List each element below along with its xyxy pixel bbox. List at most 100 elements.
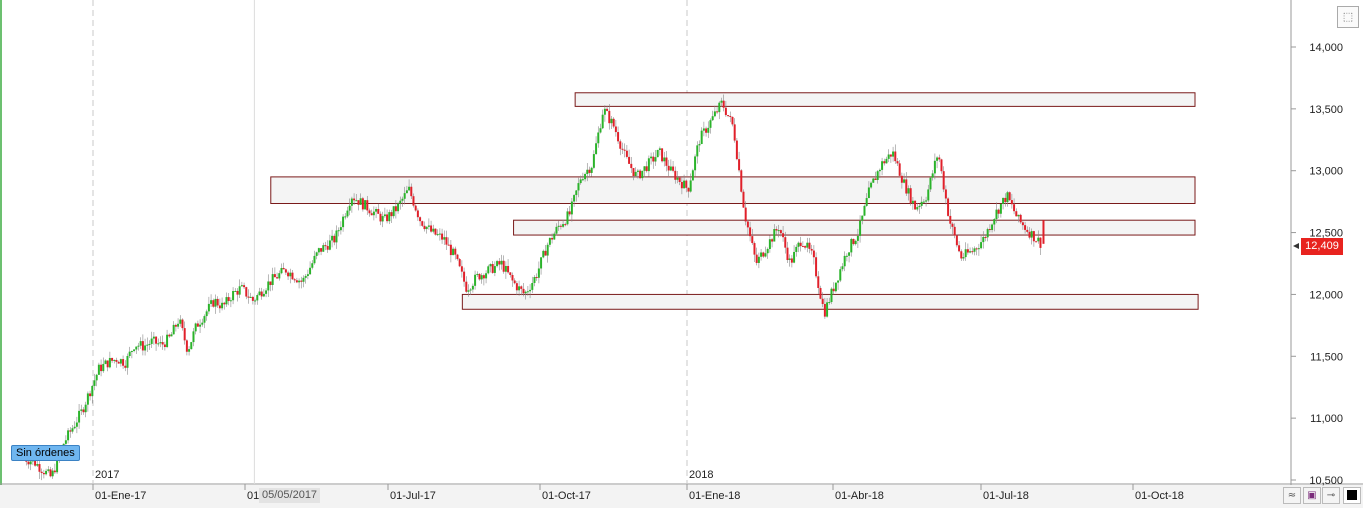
candle-447 [1006,190,1009,207]
candle-body [801,246,804,248]
candle-68 [172,321,175,335]
candle-28 [84,401,87,418]
candle-body [610,118,613,124]
candle-173 [403,186,406,205]
candle-432 [973,246,976,256]
candle-317 [720,97,723,107]
candle-456 [1026,226,1029,234]
candle-64 [163,341,166,351]
candle-434 [977,243,980,256]
candle-body [487,266,490,274]
candle-327 [742,189,745,209]
zoom-reset-icon[interactable]: ⬚ [1337,6,1359,28]
candle-36 [102,357,105,373]
candle-109 [262,289,265,298]
candle-357 [808,237,811,254]
candle-body [232,291,235,301]
candle-95 [232,287,235,305]
candle-body [179,319,182,324]
candle-body [837,280,840,283]
candle-207 [478,273,481,281]
candle-body [159,342,162,344]
candle-50 [133,348,136,353]
candle-body [518,286,521,291]
candle-body [194,323,197,332]
candle-body [73,426,76,429]
candle-263 [601,109,604,130]
candle-body [821,298,824,304]
candle-306 [696,141,699,164]
candle-235 [540,257,543,275]
candle-425 [958,240,961,253]
candle-body [421,221,424,226]
candle-body [526,291,529,293]
candle-450 [1013,198,1016,215]
candle-body [326,246,329,250]
candle-body [130,351,133,353]
candle-body [210,300,213,304]
candle-448 [1008,191,1011,202]
candle-body [984,236,987,238]
candle-body [614,126,617,133]
candle-body [271,274,274,285]
wave-icon[interactable]: ≈ [1283,487,1301,504]
candle-body [947,198,950,216]
x-tick-label-1: 01 [247,490,259,502]
candle-body [265,290,268,294]
candle-392 [885,156,888,164]
candle-body [819,287,822,299]
candle-190 [441,228,444,244]
candle-body [933,160,936,174]
candle-347 [786,241,789,264]
candle-352 [797,241,800,253]
x-tick-label-4: 01-Ene-18 [689,490,740,502]
candle-97 [236,288,239,302]
candle-body [192,331,195,343]
candle-body [357,200,360,205]
candle-278 [634,167,637,178]
candle-178 [414,204,417,212]
save-icon[interactable]: ▣ [1303,487,1321,504]
candle-body [42,472,45,475]
candle-330 [749,221,752,242]
candle-164 [383,207,386,218]
candle-body [713,111,716,117]
candle-body [900,175,903,183]
candle-body [606,108,609,111]
candle-202 [467,284,470,297]
candle-body [480,275,483,280]
candle-body [905,179,908,194]
candle-body [152,336,155,339]
candle-body [454,248,457,255]
candle-394 [889,154,892,163]
candle-215 [496,259,499,268]
candle-body [841,266,844,270]
candle-41 [113,359,116,364]
candle-body [278,273,281,279]
candle-body [568,211,571,215]
y-tick-label-0: 10,500 [1309,475,1343,487]
candle-430 [969,247,972,254]
candle-87 [214,294,217,314]
candle-335 [760,248,763,261]
candle-264 [603,105,606,122]
candle-195 [452,246,455,256]
candle-124 [295,277,298,284]
candle-85 [210,294,213,307]
orders-status-badge[interactable]: Sin órdenes [11,445,80,461]
pin-icon[interactable]: ⊸ [1322,487,1340,504]
candle-92 [225,292,228,307]
candle-206 [476,271,479,277]
candle-339 [768,235,771,253]
candle-150 [353,193,356,206]
candle-431 [971,247,974,255]
candle-458 [1030,228,1033,245]
candle-body [566,211,569,225]
candle-body [588,169,591,173]
candle-body [34,459,37,466]
candle-176 [410,183,413,199]
candle-122 [291,270,294,280]
color-square-icon[interactable] [1343,487,1361,504]
